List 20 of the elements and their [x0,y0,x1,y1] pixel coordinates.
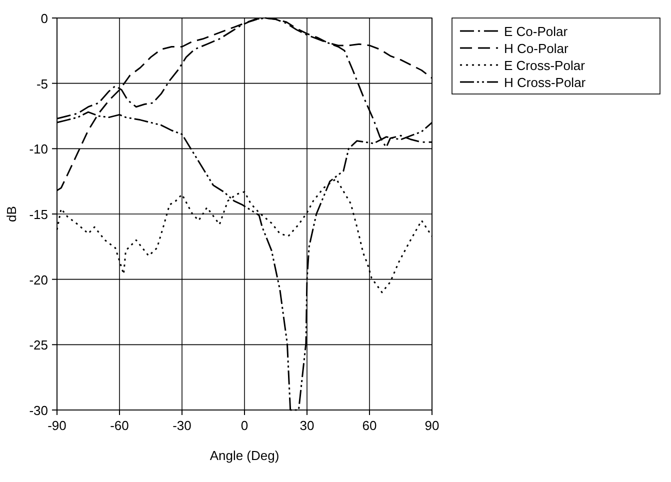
legend-label: E Cross-Polar [504,58,586,73]
y-tick-label: -20 [29,272,48,288]
x-tick-label: -30 [172,418,192,433]
y-tick-label: -5 [36,76,48,92]
legend-label: H Co-Polar [504,41,569,56]
x-tick-label: 30 [300,418,314,433]
x-tick-label: 0 [240,418,248,433]
y-axis-title: dB [4,206,19,222]
x-tick-label: 60 [362,418,377,433]
y-tick-label: -15 [29,207,48,222]
x-tick-label: -60 [110,418,129,433]
y-tick-label: -25 [29,338,48,353]
legend-label: E Co-Polar [504,24,568,39]
x-tick-label: 90 [424,418,440,433]
y-tick-label: -10 [29,142,48,157]
x-axis-title: Angle (Deg) [210,448,280,463]
y-tick-label: 0 [40,11,48,26]
x-tick-label: -90 [48,418,66,433]
y-tick-label: -30 [29,403,48,418]
legend-label: H Cross-Polar [504,75,586,90]
